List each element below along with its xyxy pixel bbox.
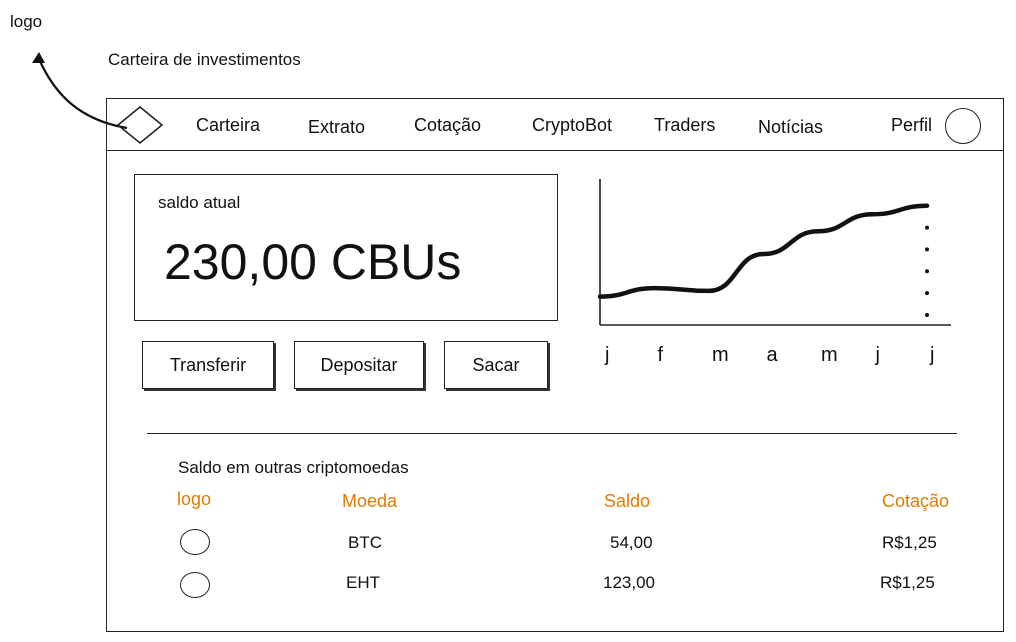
column-header-coin: Moeda (342, 491, 398, 511)
profile-avatar-icon[interactable] (945, 108, 981, 144)
chart-x-tick-label: j (930, 344, 935, 366)
chart-projection-dot (925, 291, 929, 296)
coin-logo-icon (180, 529, 210, 555)
chart-x-tick-label: m (821, 344, 838, 366)
coin-balance: 54,00 (610, 533, 653, 552)
coin-name: EHT (346, 573, 380, 592)
chart-projection-dot (925, 313, 929, 317)
coin-quote: R$1,25 (880, 573, 935, 592)
balance-card: saldo atual 230,00 CBUs (134, 174, 558, 321)
annotation-arrow (32, 52, 128, 130)
nav-extrato[interactable]: Extrato (308, 117, 366, 137)
balance-label: saldo atual (158, 193, 241, 212)
withdraw-button[interactable]: Sacar (444, 341, 548, 389)
chart-x-tick-label: j (605, 344, 610, 366)
coin-logo-icon (180, 572, 210, 598)
coin-quote: R$1,25 (882, 533, 937, 552)
balance-chart (597, 179, 951, 326)
chart-x-tick-label: m (712, 344, 729, 366)
chart-x-tick-label: j (875, 344, 880, 366)
transfer-button[interactable]: Transferir (142, 341, 274, 389)
section-divider (147, 433, 957, 434)
chart-series-line (597, 203, 930, 299)
column-header-logo: logo (177, 489, 212, 509)
chart-projection-dot (925, 269, 929, 274)
top-navbar: Carteira Extrato Cotação CryptoBot Trade… (107, 99, 1003, 151)
other-coins-title: Saldo em outras criptomoedas (178, 458, 409, 477)
chart-x-tick-label: f (657, 344, 664, 366)
logo-diamond-icon[interactable] (115, 104, 165, 146)
chart-projection-dot (925, 247, 929, 252)
nav-carteira[interactable]: Carteira (196, 115, 261, 135)
nav-perfil[interactable]: Perfil (891, 115, 933, 135)
column-header-quote: Cotação (882, 491, 950, 511)
app-window: Carteira Extrato Cotação CryptoBot Trade… (106, 98, 1004, 632)
chart-x-tick-label: a (766, 344, 778, 366)
deposit-button[interactable]: Depositar (294, 341, 424, 389)
nav-traders[interactable]: Traders (654, 115, 716, 135)
chart-projection-dot (925, 225, 929, 230)
balance-value: 230,00 CBUs (164, 234, 462, 290)
page-title-annotation: Carteira de investimentos (108, 50, 301, 69)
nav-cotacao[interactable]: Cotação (414, 115, 482, 135)
nav-cryptobot[interactable]: CryptoBot (532, 115, 613, 135)
nav-noticias[interactable]: Notícias (758, 117, 824, 137)
column-header-balance: Saldo (604, 491, 651, 511)
logo-annotation: logo (10, 12, 43, 31)
coin-name: BTC (348, 533, 382, 552)
coin-balance: 123,00 (603, 573, 655, 592)
